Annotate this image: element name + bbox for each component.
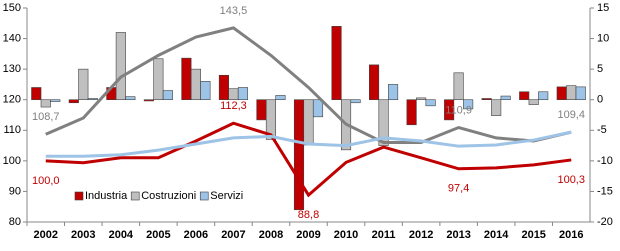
bar: [190, 68, 201, 101]
legend-swatch: [130, 191, 140, 201]
y-tick-label: 80: [9, 216, 21, 228]
x-tick-label: 2013: [446, 229, 470, 241]
y2-tick-label: 0: [597, 94, 603, 106]
x-tick-label: 2009: [296, 229, 320, 241]
x-tick-label: 2004: [109, 229, 134, 241]
bar: [406, 99, 417, 126]
bar: [87, 98, 98, 101]
bar: [40, 99, 51, 108]
legend-label: Industria: [85, 190, 128, 202]
x-tick-label: 2003: [71, 229, 95, 241]
x-tick-label: 2010: [334, 229, 358, 241]
bar: [500, 95, 511, 101]
bar: [68, 99, 79, 104]
bar: [181, 57, 192, 101]
y-tick-label: 120: [3, 94, 21, 106]
bar: [528, 99, 539, 105]
y2-tick-label: -5: [597, 124, 607, 136]
y-tick-label: 150: [3, 2, 21, 14]
bar: [265, 99, 277, 140]
x-tick-label: 2007: [221, 229, 245, 241]
bar: [303, 99, 314, 146]
bar: [491, 99, 502, 116]
bar: [566, 85, 577, 101]
data-label: 112,3: [220, 100, 247, 112]
legend-label: Servizi: [210, 190, 243, 202]
bar: [218, 74, 229, 101]
bar: [369, 64, 380, 101]
legend-swatch: [74, 191, 84, 201]
bar: [125, 96, 136, 101]
bar: [388, 84, 399, 101]
bar: [575, 86, 586, 101]
bar: [200, 81, 211, 101]
bar: [444, 99, 455, 121]
bar: [237, 87, 248, 101]
bar: [50, 99, 61, 102]
y2-tick-label: -15: [597, 185, 613, 197]
bar: [350, 99, 361, 104]
bar: [256, 99, 267, 121]
line: [45, 26, 572, 145]
x-tick-label: 2006: [184, 229, 208, 241]
data-label: 109,4: [557, 109, 585, 121]
y-tick-label: 130: [3, 63, 21, 75]
bar: [312, 99, 324, 118]
bar: [31, 87, 42, 101]
data-label: 110,9: [445, 104, 472, 116]
bar: [115, 32, 126, 101]
x-tick-label: 2012: [409, 229, 433, 241]
bar: [78, 68, 89, 101]
y2-tick-label: -20: [597, 216, 613, 228]
x-tick-label: 2015: [521, 229, 545, 241]
x-tick-label: 2002: [34, 229, 58, 241]
data-label: 108,7: [32, 111, 60, 123]
bar: [416, 97, 427, 101]
y-tick-label: 140: [3, 32, 21, 44]
x-tick-label: 2008: [259, 229, 283, 241]
data-label: 88,8: [298, 209, 319, 221]
y2-tick-label: 5: [597, 63, 603, 75]
bar: [556, 86, 567, 101]
bar: [453, 72, 464, 101]
data-label: 100,0: [32, 175, 60, 187]
x-tick-label: 2011: [372, 229, 396, 241]
x-tick-label: 2016: [559, 229, 583, 241]
bar: [331, 26, 342, 101]
legend-label: Costruzioni: [141, 190, 196, 202]
bar: [425, 99, 436, 107]
line: [45, 130, 572, 158]
y2-tick-label: 15: [597, 2, 609, 14]
data-label: 97,4: [448, 183, 469, 195]
y-tick-label: 90: [9, 185, 21, 197]
x-tick-label: 2005: [146, 229, 170, 241]
bar: [143, 99, 154, 102]
x-tick-label: 2014: [484, 229, 509, 241]
bar: [275, 95, 286, 101]
bar: [293, 99, 305, 211]
bar: [519, 91, 530, 101]
y2-tick-label: 10: [597, 32, 609, 44]
y-tick-label: 110: [3, 124, 21, 136]
bar: [481, 98, 492, 101]
bar: [228, 88, 239, 101]
line: [45, 121, 572, 198]
bar: [162, 90, 173, 101]
legend-swatch: [199, 191, 209, 201]
y-tick-label: 100: [3, 155, 21, 167]
data-label: 100,3: [557, 174, 585, 186]
bar: [153, 58, 164, 101]
bar: [538, 91, 549, 101]
y2-tick-label: -10: [597, 155, 613, 167]
data-label: 143,5: [220, 5, 248, 17]
bar: [463, 99, 474, 110]
